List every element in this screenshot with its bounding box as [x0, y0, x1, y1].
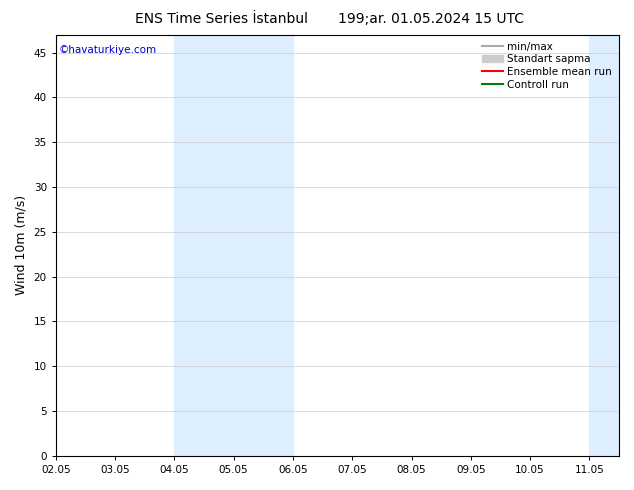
- Bar: [590, 35, 619, 456]
- Legend: min/max, Standart sapma, Ensemble mean run, Controll run: min/max, Standart sapma, Ensemble mean r…: [480, 40, 614, 92]
- Text: 199;ar. 01.05.2024 15 UTC: 199;ar. 01.05.2024 15 UTC: [338, 12, 524, 26]
- Text: ©havaturkiye.com: ©havaturkiye.com: [59, 45, 157, 55]
- Text: ENS Time Series İstanbul: ENS Time Series İstanbul: [136, 12, 308, 26]
- Bar: [174, 35, 293, 456]
- Y-axis label: Wind 10m (m/s): Wind 10m (m/s): [15, 195, 28, 295]
